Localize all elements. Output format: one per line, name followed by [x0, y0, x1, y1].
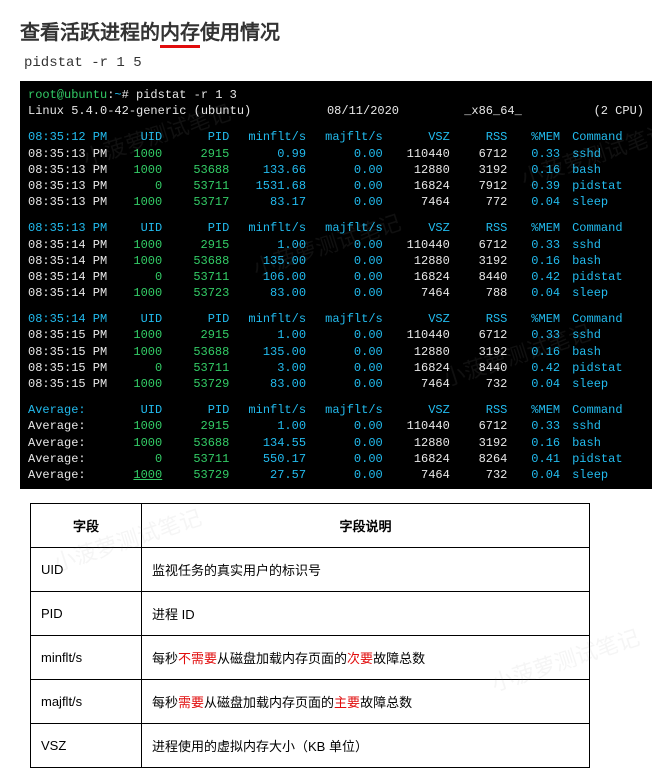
- field-name: minflt/s: [31, 636, 142, 680]
- table-header: 字段: [31, 504, 142, 548]
- table-row: minflt/s每秒不需要从磁盘加载内存页面的次要故障总数: [31, 636, 590, 680]
- terminal-data-row: 08:35:13 PM10005371783.170.0074647720.04…: [28, 194, 644, 210]
- table-row: VSZ进程使用的虚拟内存大小（KB 单位）: [31, 724, 590, 768]
- terminal-data-row: 08:35:14 PM10005372383.000.0074647880.04…: [28, 285, 644, 301]
- terminal-data-row: Average:053711550.170.001682482640.41pid…: [28, 451, 644, 467]
- terminal-data-row: 08:35:13 PM100053688133.660.001288031920…: [28, 162, 644, 178]
- terminal-data-row: 08:35:15 PM0537113.000.001682484400.42pi…: [28, 360, 644, 376]
- field-name: PID: [31, 592, 142, 636]
- field-description-table: 字段字段说明UID监视任务的真实用户的标识号PID进程 IDminflt/s每秒…: [30, 503, 590, 768]
- description-table-wrap: 字段字段说明UID监视任务的真实用户的标识号PID进程 IDminflt/s每秒…: [20, 503, 652, 768]
- terminal-data-row: 08:35:14 PM053711106.000.001682484400.42…: [28, 269, 644, 285]
- command-line: pidstat -r 1 5: [24, 55, 652, 71]
- terminal-data-row: 08:35:13 PM0537111531.680.001682479120.3…: [28, 178, 644, 194]
- terminal-output: 小菠萝测试笔记小菠萝测试笔记小菠萝测试笔记小菠萝测试笔记root@ubuntu:…: [20, 81, 652, 489]
- table-header: 字段说明: [142, 504, 590, 548]
- field-name: UID: [31, 548, 142, 592]
- terminal-data-row: 08:35:15 PM100029151.000.0011044067120.3…: [28, 327, 644, 343]
- terminal-header-row: Average:UIDPIDminflt/smajflt/sVSZRSS%MEM…: [28, 402, 644, 418]
- terminal-data-row: 08:35:14 PM100029151.000.0011044067120.3…: [28, 237, 644, 253]
- field-name: majflt/s: [31, 680, 142, 724]
- table-header-row: 字段字段说明: [31, 504, 590, 548]
- field-name: VSZ: [31, 724, 142, 768]
- table-row: PID进程 ID: [31, 592, 590, 636]
- field-desc: 每秒需要从磁盘加载内存页面的主要故障总数: [142, 680, 590, 724]
- terminal-data-row: 08:35:15 PM10005372983.000.0074647320.04…: [28, 376, 644, 392]
- field-desc: 监视任务的真实用户的标识号: [142, 548, 590, 592]
- title-p1: 查看活跃进程的: [20, 22, 160, 44]
- field-desc: 进程 ID: [142, 592, 590, 636]
- terminal-data-row: 08:35:15 PM100053688135.000.001288031920…: [28, 344, 644, 360]
- field-desc: 每秒不需要从磁盘加载内存页面的次要故障总数: [142, 636, 590, 680]
- terminal-data-row: 08:35:13 PM100029150.990.0011044067120.3…: [28, 146, 644, 162]
- terminal-header-row: 08:35:13 PMUIDPIDminflt/smajflt/sVSZRSS%…: [28, 220, 644, 236]
- title-underline: 内存: [160, 22, 200, 48]
- terminal-data-row: Average:10005372927.570.0074647320.04sle…: [28, 467, 644, 483]
- field-desc: 进程使用的虚拟内存大小（KB 单位）: [142, 724, 590, 768]
- title-p3: 使用情况: [200, 22, 280, 44]
- table-row: majflt/s每秒需要从磁盘加载内存页面的主要故障总数: [31, 680, 590, 724]
- terminal-sysinfo: Linux 5.4.0-42-generic (ubuntu)08/11/202…: [28, 103, 644, 119]
- terminal-data-row: Average:100053688134.550.001288031920.16…: [28, 435, 644, 451]
- page-title: 查看活跃进程的内存使用情况: [20, 16, 652, 45]
- table-row: UID监视任务的真实用户的标识号: [31, 548, 590, 592]
- terminal-data-row: Average:100029151.000.0011044067120.33ss…: [28, 418, 644, 434]
- terminal-prompt: root@ubuntu:~# pidstat -r 1 3: [28, 87, 644, 103]
- terminal-header-row: 08:35:14 PMUIDPIDminflt/smajflt/sVSZRSS%…: [28, 311, 644, 327]
- terminal-data-row: 08:35:14 PM100053688135.000.001288031920…: [28, 253, 644, 269]
- terminal-header-row: 08:35:12 PMUIDPIDminflt/smajflt/sVSZRSS%…: [28, 129, 644, 145]
